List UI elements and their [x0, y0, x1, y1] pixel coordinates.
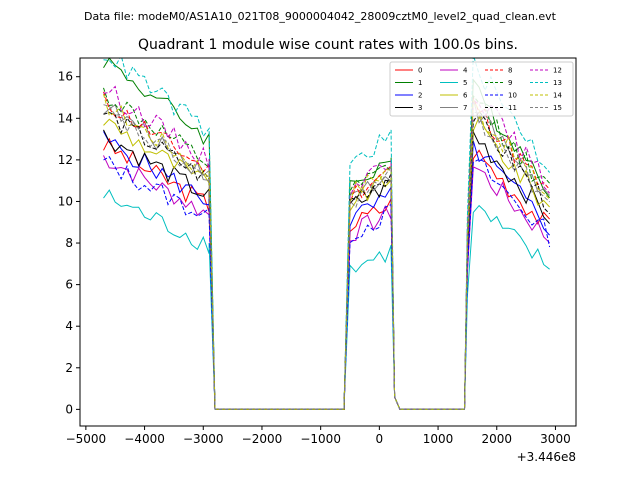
- y-tick-label: 6: [65, 278, 73, 292]
- x-tick-label: −3000: [183, 432, 224, 446]
- x-tick-label: 3000: [540, 432, 571, 446]
- y-tick-label: 2: [65, 361, 73, 375]
- legend-label: 4: [463, 67, 468, 75]
- legend-label: 10: [508, 92, 517, 100]
- x-axis-ticks: −5000 −4000 −3000 −2000 −1000 0 1000 2000 3000: [66, 426, 571, 446]
- x-tick-label: 0: [376, 432, 384, 446]
- x-tick-label: 1000: [423, 432, 454, 446]
- x-tick-label: −5000: [66, 432, 107, 446]
- legend-label: 14: [553, 92, 562, 100]
- y-tick-label: 10: [58, 194, 73, 208]
- legend-label: 8: [508, 67, 512, 75]
- y-tick-label: 14: [58, 111, 73, 125]
- x-tick-label: −2000: [242, 432, 283, 446]
- legend-label: 11: [508, 104, 517, 112]
- y-tick-label: 8: [65, 236, 73, 250]
- chart-title: Quadrant 1 module wise count rates with …: [138, 37, 518, 53]
- legend-label: 5: [463, 79, 467, 87]
- chart-suptitle: Data file: modeM0/AS1A10_021T08_90000040…: [84, 10, 557, 23]
- legend-label: 15: [553, 104, 562, 112]
- series-line-6: [103, 115, 550, 410]
- legend-label: 9: [508, 79, 512, 87]
- legend-label: 3: [418, 104, 422, 112]
- legend-label: 6: [463, 92, 468, 100]
- axes-frame: [79, 57, 577, 427]
- series-line-9: [103, 87, 550, 410]
- series-line-4: [103, 155, 550, 410]
- series-line-14: [103, 93, 550, 410]
- x-axis-offset-label: +3.446e8: [517, 450, 576, 464]
- x-tick-label: −1000: [300, 432, 341, 446]
- legend-label: 2: [418, 92, 422, 100]
- x-tick-label: −4000: [124, 432, 165, 446]
- y-tick-label: 16: [58, 70, 73, 84]
- legend-label: 1: [418, 79, 422, 87]
- y-tick-label: 0: [65, 402, 73, 416]
- legend-label: 13: [553, 79, 562, 87]
- y-tick-label: 4: [65, 319, 73, 333]
- x-tick-label: 2000: [481, 432, 512, 446]
- series-line-8: [103, 91, 550, 410]
- series-line-15: [103, 104, 550, 410]
- series-line-5: [103, 189, 550, 410]
- series-line-7: [103, 98, 550, 410]
- legend-label: 12: [553, 67, 562, 75]
- legend-label: 7: [463, 104, 467, 112]
- series-line-2: [103, 131, 550, 410]
- series-line-1: [103, 58, 551, 410]
- legend-label: 0: [418, 67, 422, 75]
- series-line-0: [103, 137, 550, 410]
- legend-box: [389, 61, 574, 117]
- series-line-11: [103, 110, 550, 410]
- series-line-12: [103, 85, 550, 410]
- y-tick-label: 12: [58, 153, 73, 167]
- y-axis-ticks: 0 2 4 6 8 10 12 14 16: [58, 70, 80, 416]
